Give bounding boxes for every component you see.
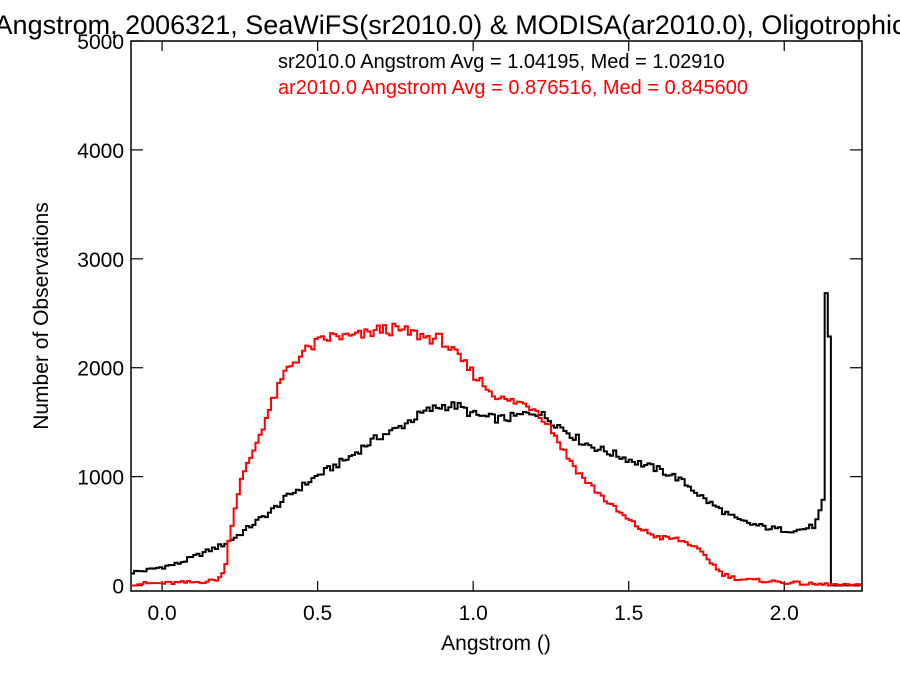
histogram-series-2: [131, 322, 862, 587]
y-tick-label: 0: [112, 576, 124, 599]
y-tick-label: 5000: [77, 31, 124, 54]
y-tick-label: 4000: [77, 140, 124, 163]
histogram-series-1: [131, 292, 862, 587]
x-tick-label: 0.5: [303, 602, 332, 625]
y-axis-title: Number of Observations: [30, 202, 53, 430]
x-axis-title: Angstrom (): [441, 632, 551, 655]
x-tick-label: 1.5: [614, 602, 643, 625]
x-tick-label: 1.0: [459, 602, 488, 625]
series-layer: [131, 292, 862, 587]
stat-line-sr2010: sr2010.0 Angstrom Avg = 1.04195, Med = 1…: [278, 51, 725, 73]
chart-title: Angstrom, 2006321, SeaWiFS(sr2010.0) & M…: [0, 10, 900, 40]
x-tick-label: 2.0: [770, 602, 799, 625]
y-tick-label: 3000: [77, 249, 124, 272]
x-tick-label: 0.0: [148, 602, 177, 625]
y-tick-label: 1000: [77, 467, 124, 490]
stat-line-ar2010: ar2010.0 Angstrom Avg = 0.876516, Med = …: [278, 77, 748, 99]
plot-frame: [130, 40, 863, 592]
y-tick-label: 2000: [77, 358, 124, 381]
axis-ticks: 0.0 0.5 1.0 1.5 2.0 0 1000 2000 3000 4000 5000: [77, 31, 862, 625]
